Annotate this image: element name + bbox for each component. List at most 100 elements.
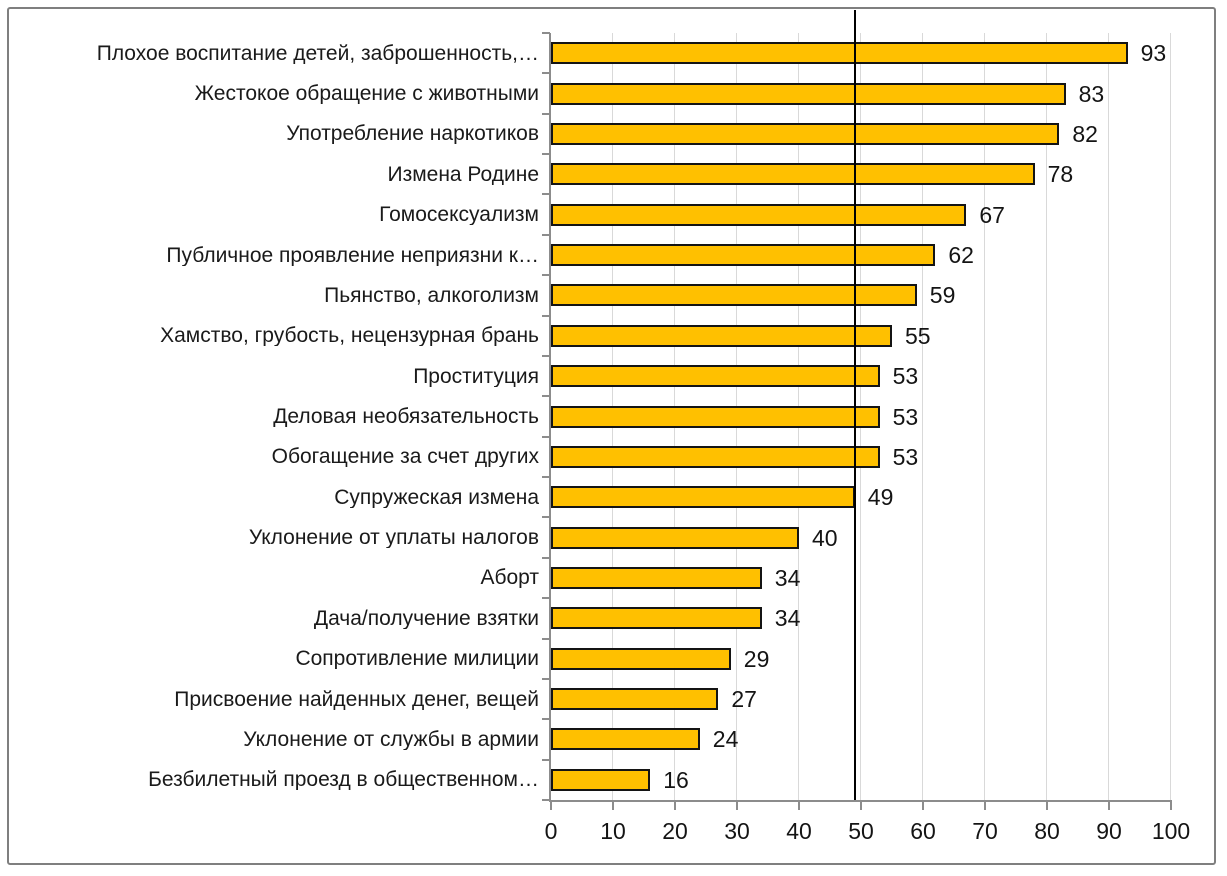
x-gridline [1170,33,1171,800]
x-axis-tick [1108,802,1110,810]
y-axis-tick [542,799,550,801]
category-label: Публичное проявление неприязни к… [166,244,539,266]
bar-value-label: 53 [892,443,919,470]
x-axis-tick-label: 60 [910,818,936,844]
bar [551,284,917,307]
y-axis-tick [542,677,550,680]
category-label: Уклонение от службы в армии [243,728,539,750]
category-label: Аборт [480,567,539,589]
y-axis-tick [542,153,550,156]
y-axis-tick [542,112,550,115]
x-axis-tick-label: 40 [786,818,812,844]
category-label: Хамство, грубость, нецензурная брань [160,325,539,347]
category-label: Гомосексуализм [379,204,539,226]
bar-value-label: 59 [929,282,956,309]
bar [551,768,651,791]
x-axis-tick-label: 30 [724,818,750,844]
bar [551,526,799,549]
y-axis-tick [542,32,550,34]
bar [551,365,880,388]
bar [551,486,855,509]
y-axis-tick [542,597,550,600]
bar-value-label: 27 [731,686,757,713]
category-label: Супружеская измена [334,486,539,508]
x-axis-tick [550,802,552,810]
category-label: Употребление наркотиков [286,123,539,145]
bar-value-label: 78 [1047,161,1074,188]
x-axis-tick [674,802,676,810]
category-label: Деловая необязательность [273,406,539,427]
bar-value-label: 53 [892,403,919,430]
x-axis-tick [922,802,924,810]
y-axis-tick [542,314,550,317]
category-label: Безбилетный проезд в общественном… [148,769,539,791]
category-label: Измена Родине [387,163,539,185]
y-axis-tick [542,476,550,479]
bar [551,405,880,428]
category-label: Жестокое обращение с животными [194,83,539,105]
x-axis-tick [1170,802,1172,810]
bar-value-label: 29 [743,645,770,672]
y-axis-tick [542,233,550,236]
y-axis-tick [542,435,550,438]
bar [551,244,936,267]
bar-value-label: 16 [663,766,689,793]
x-axis-tick-label: 70 [972,818,998,844]
y-axis-tick [542,637,550,640]
category-label: Сопротивление милиции [295,648,539,670]
bar [551,42,1128,65]
chart-outer-border [7,7,1216,865]
bar [551,688,719,711]
x-axis-tick-label: 100 [1151,818,1191,844]
reference-line [853,10,856,800]
y-axis-tick [542,556,550,559]
category-label: Дача/получение взятки [313,607,539,629]
bar-value-label: 53 [892,363,919,390]
bar [551,203,967,226]
y-axis-line [549,33,551,802]
bar [551,122,1060,145]
bar [551,82,1066,105]
x-gridline [984,33,985,800]
category-label: Обогащение за счет других [271,446,539,468]
bar-value-label: 49 [867,484,894,511]
bar [551,445,880,468]
category-label: Присвоение найденных денег, вещей [174,688,539,710]
bar [551,566,762,589]
x-axis-tick-label: 90 [1096,818,1122,844]
bar-value-label: 83 [1078,80,1105,107]
bar-value-label: 34 [774,564,801,591]
x-axis-tick-label: 50 [848,818,874,844]
bar-value-label: 40 [812,524,838,551]
y-axis-tick [542,516,550,519]
x-axis-tick [798,802,800,810]
x-gridline [922,33,923,800]
bar [551,728,700,751]
x-axis-tick [984,802,986,810]
y-axis-tick [542,758,550,761]
bar-value-label: 82 [1072,120,1098,147]
bar [551,607,762,630]
y-axis-tick [542,395,550,398]
x-axis-tick [612,802,614,810]
x-gridline [1108,33,1109,800]
category-label: Уклонение от уплаты налогов [248,527,539,549]
y-axis-tick [542,354,550,357]
category-label: Проституция [413,365,539,387]
bar [551,163,1035,186]
bar-value-label: 55 [905,322,931,349]
x-axis-tick-label: 20 [662,818,688,844]
bar-value-label: 62 [948,242,974,269]
y-axis-tick [542,193,550,196]
y-axis-tick [542,718,550,721]
bar-value-label: 67 [979,201,1005,228]
x-axis-tick [1046,802,1048,810]
x-axis-tick [736,802,738,810]
x-axis-tick-label: 0 [544,818,558,844]
y-axis-tick [542,72,550,75]
bar-value-label: 24 [712,726,739,753]
x-axis-tick-label: 10 [600,818,626,844]
bar-value-label: 93 [1140,40,1167,67]
